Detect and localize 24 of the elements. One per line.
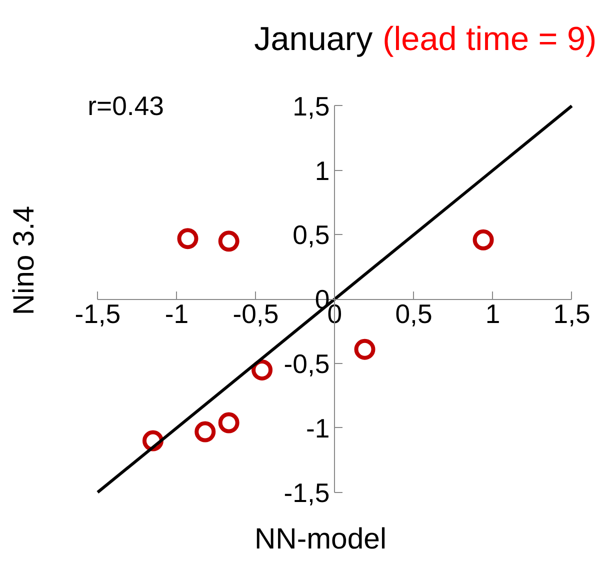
x-tick-label: 1 — [485, 299, 500, 330]
x-tick-label: -1 — [164, 299, 189, 330]
point — [177, 228, 198, 250]
x-tick-label: -1,5 — [74, 299, 121, 330]
y-tick-label: -1,5 — [284, 478, 330, 508]
point — [218, 412, 240, 434]
x-tick-label: 0,5 — [395, 299, 432, 330]
x-axis-title: NN-model — [254, 522, 387, 556]
annotation: r=0.43 — [88, 90, 164, 121]
chart-subtitle: (lead time = 9) — [382, 20, 597, 58]
y-tick-label: 0,5 — [292, 220, 330, 250]
point — [218, 230, 240, 252]
point — [472, 229, 494, 250]
y-tick-label: -1 — [306, 413, 330, 444]
y-tick-label: 1 — [314, 156, 330, 186]
x-tick-label: -0,5 — [232, 299, 279, 330]
y-tick-label: 1,5 — [292, 91, 330, 122]
y-tick-label: -0,5 — [284, 349, 330, 380]
chart-title: January — [254, 20, 373, 58]
point — [194, 421, 216, 442]
point — [354, 338, 376, 360]
x-tick-label: 1,5 — [553, 299, 590, 330]
point — [252, 359, 273, 380]
y-axis-title: Nino 3.4 — [8, 206, 40, 316]
